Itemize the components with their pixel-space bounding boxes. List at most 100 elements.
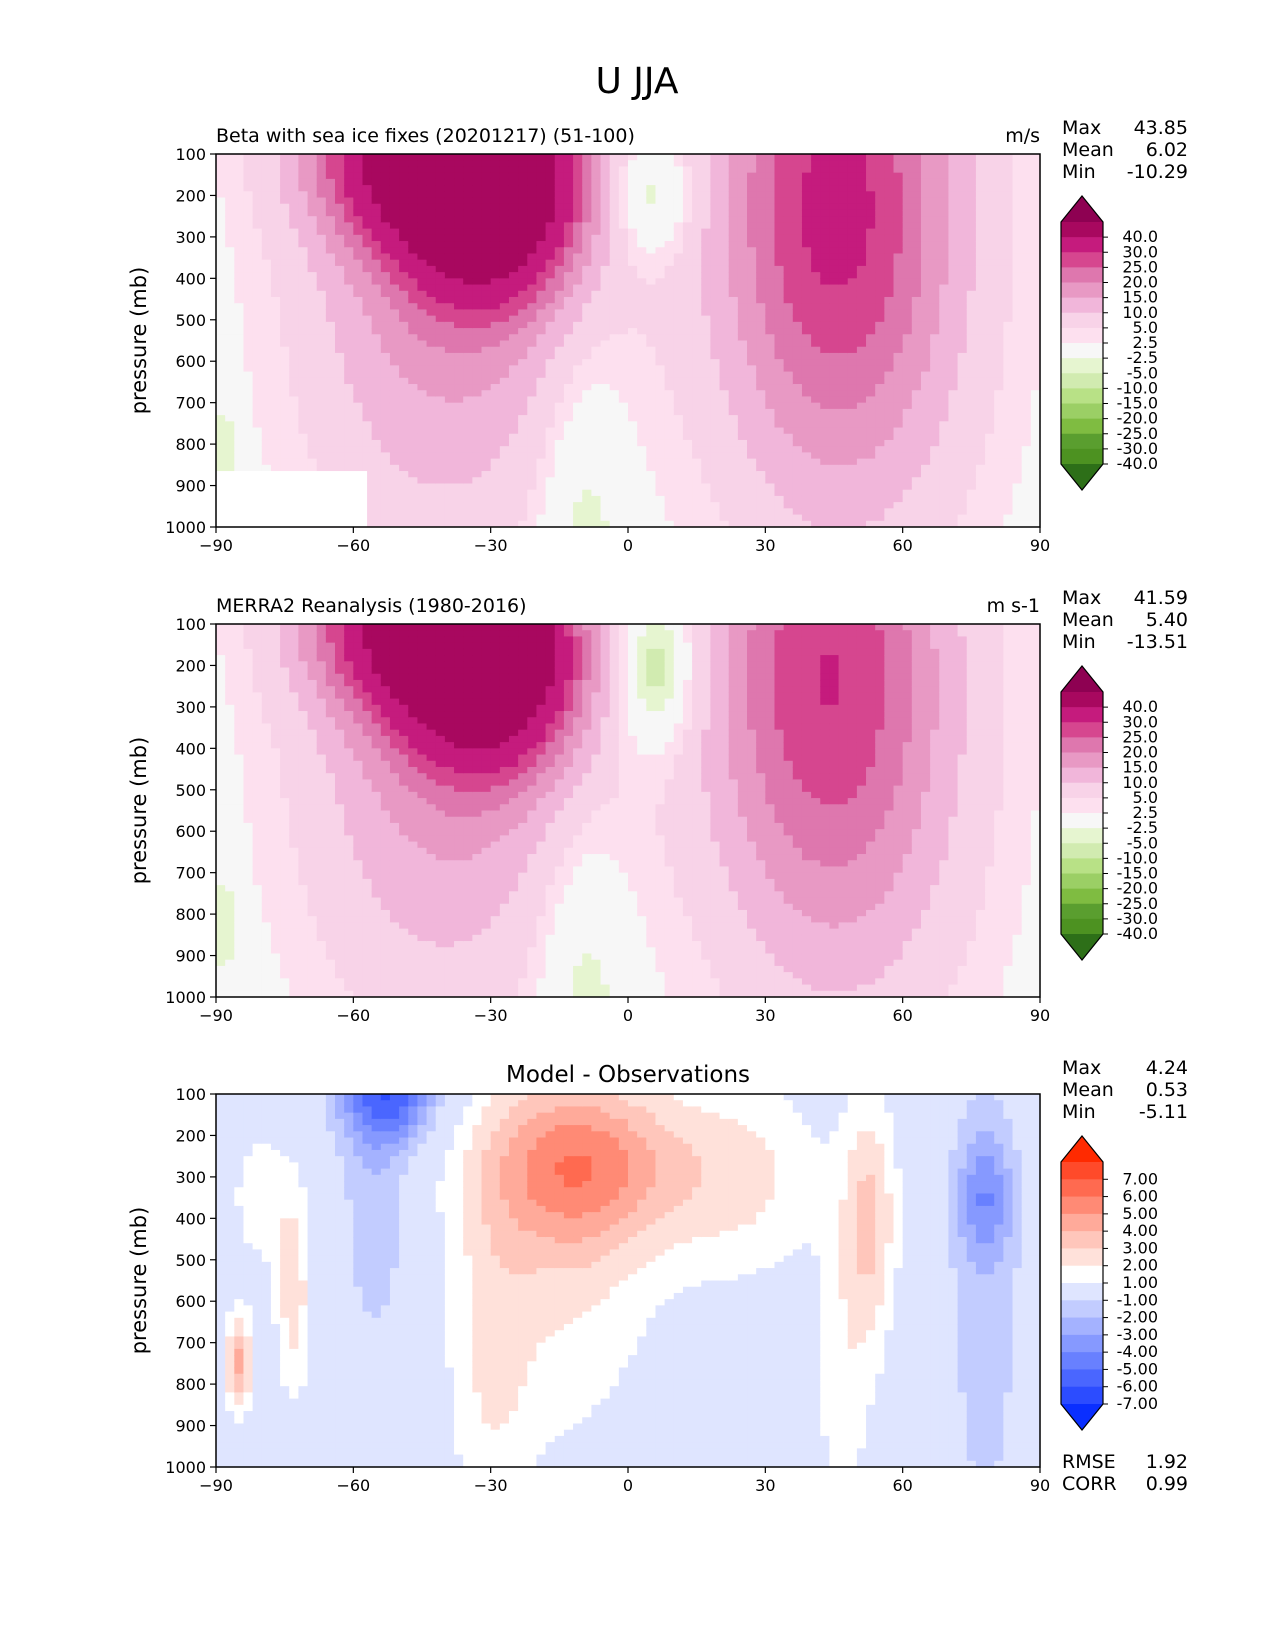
field-cell — [591, 172, 602, 180]
field-cell — [664, 185, 675, 192]
field-cell — [472, 321, 483, 329]
field-cell — [939, 209, 950, 217]
field-cell — [444, 352, 455, 360]
field-cell — [389, 502, 400, 509]
field-cell — [765, 334, 776, 342]
field-cell — [774, 178, 785, 186]
field-cell — [417, 489, 428, 497]
field-cell — [664, 222, 675, 230]
field-cell — [426, 265, 437, 273]
field-cell — [344, 197, 354, 205]
field-cell — [948, 309, 959, 317]
field-cell — [600, 452, 611, 460]
field-cell — [692, 234, 702, 242]
field-cell — [957, 365, 968, 373]
field-cell — [252, 396, 263, 404]
field-cell — [600, 433, 611, 441]
field-cell — [847, 489, 858, 497]
field-cell — [664, 296, 675, 304]
field-cell — [875, 234, 885, 242]
field-cell — [435, 483, 446, 491]
field-cell — [966, 309, 977, 317]
field-cell — [820, 265, 831, 273]
field-cell — [792, 365, 803, 373]
field-cell — [655, 352, 666, 360]
field-cell — [527, 278, 538, 286]
field-cell — [362, 241, 373, 248]
field-cell — [811, 315, 821, 323]
field-cell — [563, 359, 574, 366]
field-cell — [554, 234, 565, 242]
field-cell — [582, 315, 592, 323]
field-cell — [829, 185, 840, 192]
field-cell — [692, 160, 702, 168]
field-cell — [966, 253, 977, 261]
field-cell — [673, 483, 684, 491]
field-cell — [692, 477, 702, 485]
field-cell — [801, 272, 812, 279]
field-cell — [216, 160, 226, 168]
field-cell — [966, 340, 977, 348]
field-cell — [719, 502, 730, 509]
field-cell — [307, 359, 318, 366]
field-cell — [261, 284, 272, 292]
field-cell — [948, 178, 959, 186]
field-cell — [307, 408, 318, 416]
field-cell — [930, 315, 940, 323]
field-cell — [600, 172, 611, 180]
field-cell — [838, 203, 849, 211]
field-cell — [225, 377, 235, 385]
field-cell — [618, 154, 629, 161]
field-cell — [490, 439, 501, 447]
field-cell — [628, 303, 638, 311]
field-cell — [655, 396, 666, 404]
field-cell — [609, 259, 620, 267]
field-cell — [765, 452, 776, 460]
field-cell — [444, 359, 455, 366]
field-cell — [371, 296, 382, 304]
field-cell — [618, 315, 629, 323]
field-cell — [829, 259, 840, 267]
field-cell — [911, 408, 922, 416]
field-cell — [426, 433, 437, 441]
field-cell — [527, 178, 538, 186]
field-cell — [728, 396, 739, 404]
field-cell — [948, 247, 959, 255]
field-cell — [756, 178, 766, 186]
field-cell — [948, 197, 959, 205]
field-cell — [454, 222, 464, 230]
field-cell — [719, 377, 730, 385]
field-cell — [829, 377, 840, 385]
field-cell — [554, 439, 565, 447]
field-cell — [252, 427, 263, 435]
field-cell — [948, 241, 959, 248]
field-cell — [325, 309, 336, 317]
field-cell — [435, 284, 446, 292]
field-cell — [371, 241, 382, 248]
field-cell — [490, 284, 501, 292]
field-cell — [920, 197, 931, 205]
field-cell — [298, 352, 309, 360]
field-cell — [481, 352, 492, 360]
field-cell — [756, 216, 766, 223]
field-cell — [389, 464, 400, 472]
field-cell — [682, 328, 693, 335]
field-cell — [289, 222, 299, 230]
field-cell — [463, 495, 473, 503]
field-cell — [747, 495, 757, 503]
field-cell — [966, 172, 977, 180]
field-cell — [673, 197, 684, 205]
field-cell — [847, 209, 858, 217]
field-cell — [792, 191, 803, 199]
field-cell — [875, 346, 885, 354]
field-cell — [289, 154, 299, 161]
field-cell — [252, 303, 263, 311]
field-cell — [563, 154, 574, 161]
field-cell — [316, 172, 327, 180]
field-cell — [261, 458, 272, 466]
field-cell — [875, 278, 885, 286]
field-cell — [701, 439, 711, 447]
field-cell — [380, 234, 391, 242]
field-cell — [820, 253, 831, 261]
field-cell — [637, 427, 647, 435]
